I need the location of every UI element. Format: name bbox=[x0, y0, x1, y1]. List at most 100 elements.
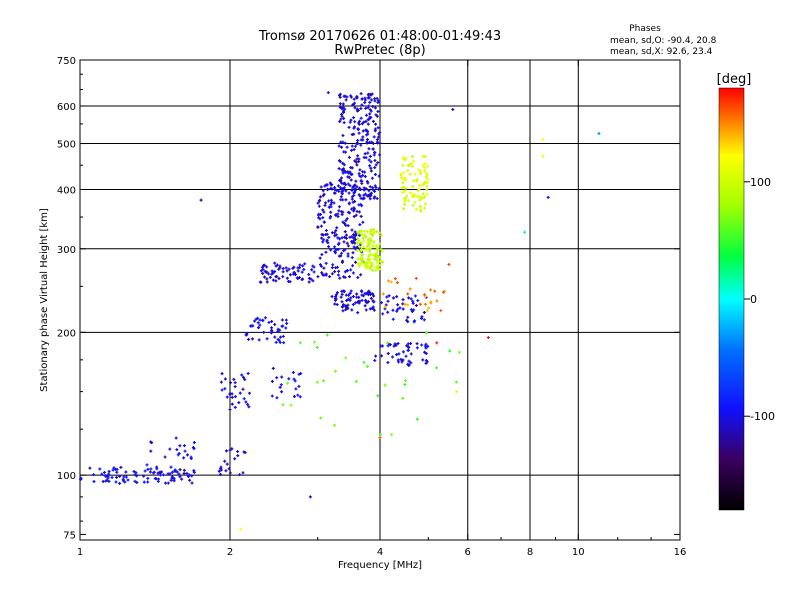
data-point bbox=[376, 253, 380, 257]
data-point bbox=[419, 208, 423, 212]
data-point bbox=[104, 479, 108, 483]
data-point bbox=[373, 99, 377, 103]
data-point bbox=[334, 297, 338, 301]
y-tick-label: 200 bbox=[57, 328, 76, 339]
data-point bbox=[341, 161, 345, 165]
data-point bbox=[423, 302, 427, 306]
data-point bbox=[422, 318, 426, 322]
stats-heading: Phases bbox=[629, 24, 661, 34]
data-point bbox=[224, 469, 228, 473]
data-point bbox=[371, 244, 375, 248]
data-point bbox=[402, 196, 406, 200]
data-point bbox=[413, 200, 417, 204]
data-point bbox=[404, 354, 408, 358]
data-point bbox=[333, 302, 337, 306]
data-point bbox=[371, 105, 375, 109]
data-point bbox=[405, 194, 409, 198]
data-point bbox=[324, 228, 328, 232]
data-point bbox=[377, 135, 381, 139]
data-point bbox=[263, 269, 267, 273]
data-point bbox=[362, 245, 366, 249]
data-point bbox=[369, 252, 373, 256]
data-point bbox=[350, 235, 354, 239]
data-point bbox=[402, 185, 406, 189]
data-point bbox=[233, 385, 237, 389]
data-point bbox=[346, 182, 350, 186]
data-point bbox=[344, 233, 348, 237]
data-point bbox=[401, 164, 405, 168]
data-point bbox=[398, 306, 402, 310]
data-point bbox=[426, 164, 430, 168]
data-point bbox=[312, 265, 316, 269]
data-point bbox=[320, 236, 324, 240]
data-point bbox=[338, 105, 342, 109]
data-point bbox=[429, 301, 433, 305]
data-point bbox=[376, 394, 380, 398]
data-point bbox=[351, 185, 355, 189]
data-point bbox=[321, 194, 325, 198]
data-point bbox=[351, 264, 355, 268]
data-point bbox=[325, 238, 329, 242]
data-point bbox=[429, 288, 433, 292]
data-point bbox=[401, 181, 405, 185]
data-point bbox=[280, 375, 284, 379]
data-point bbox=[282, 341, 286, 345]
data-point bbox=[356, 257, 360, 261]
data-point bbox=[365, 246, 369, 250]
colorbar-tick-label: 0 bbox=[750, 293, 757, 306]
data-point bbox=[126, 478, 130, 482]
data-point bbox=[114, 480, 118, 484]
data-point bbox=[241, 471, 245, 475]
data-point bbox=[241, 375, 245, 379]
data-point bbox=[411, 184, 415, 188]
data-point bbox=[334, 293, 338, 297]
data-point bbox=[356, 276, 360, 280]
data-point bbox=[244, 400, 248, 404]
data-point bbox=[340, 191, 344, 195]
data-point bbox=[423, 202, 427, 206]
data-point bbox=[375, 229, 379, 233]
data-point bbox=[401, 307, 405, 311]
data-point bbox=[402, 171, 406, 175]
data-point bbox=[407, 359, 411, 363]
data-point bbox=[301, 277, 305, 281]
data-point bbox=[373, 359, 377, 363]
data-point bbox=[295, 276, 299, 280]
data-point bbox=[150, 441, 154, 445]
data-point bbox=[267, 272, 271, 276]
data-point bbox=[416, 299, 420, 303]
data-point bbox=[350, 256, 354, 260]
data-point bbox=[367, 117, 371, 121]
data-point bbox=[265, 277, 269, 281]
data-point bbox=[414, 276, 418, 280]
data-point bbox=[336, 215, 340, 219]
data-point bbox=[319, 264, 323, 268]
data-point bbox=[368, 100, 372, 104]
data-point bbox=[421, 358, 425, 362]
stats-line-x: mean, sd,X: 92.6, 23.4 bbox=[610, 47, 713, 57]
data-point bbox=[256, 316, 260, 320]
data-point bbox=[378, 153, 382, 157]
data-point bbox=[418, 170, 422, 174]
data-point bbox=[338, 237, 342, 241]
data-point bbox=[377, 132, 381, 136]
data-point bbox=[363, 248, 367, 252]
data-point bbox=[365, 138, 369, 142]
data-point bbox=[357, 172, 361, 176]
data-point bbox=[369, 160, 373, 164]
data-point bbox=[333, 251, 337, 255]
data-point bbox=[320, 253, 324, 257]
data-point bbox=[369, 296, 373, 300]
data-point bbox=[378, 432, 382, 436]
data-point bbox=[324, 183, 328, 187]
x-tick-label: 2 bbox=[227, 547, 233, 558]
data-point bbox=[356, 154, 360, 158]
y-tick-label: 75 bbox=[63, 530, 76, 541]
data-point bbox=[355, 185, 359, 189]
data-point bbox=[342, 110, 346, 114]
data-point bbox=[339, 198, 343, 202]
data-point bbox=[189, 455, 193, 459]
data-point bbox=[265, 337, 269, 341]
data-point bbox=[328, 275, 332, 279]
data-point bbox=[419, 204, 423, 208]
